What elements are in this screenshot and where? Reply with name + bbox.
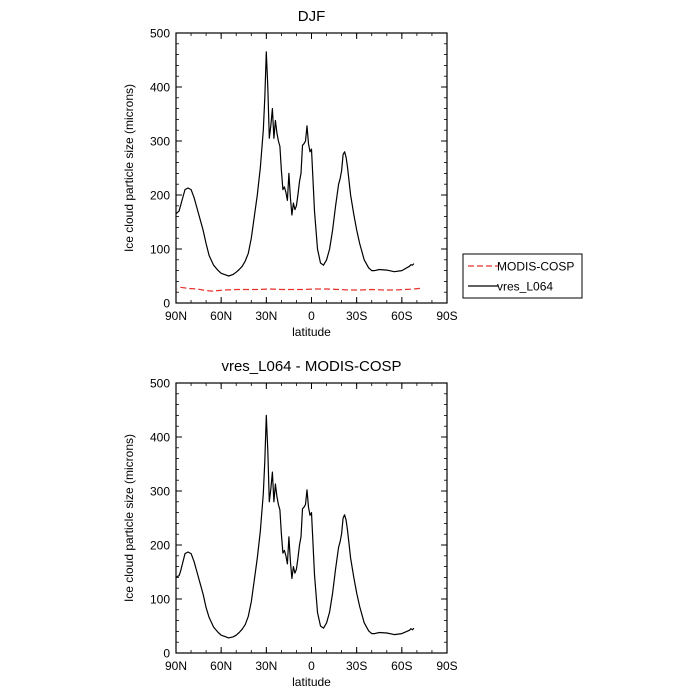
y-tick-label: 100 (150, 243, 170, 257)
y-axis-label: Ice cloud particle size (microns) (122, 434, 136, 602)
x-tick-label: 90S (436, 659, 457, 673)
x-tick-label: 30N (255, 309, 277, 323)
x-axis-label: latitude (292, 675, 331, 689)
x-tick-label: 90N (165, 309, 187, 323)
x-tick-label: 60N (210, 309, 232, 323)
y-tick-label: 0 (163, 647, 170, 661)
x-tick-label: 90S (436, 309, 457, 323)
chart-title: DJF (298, 8, 326, 25)
legend-label: MODIS-COSP (497, 260, 574, 274)
y-tick-label: 300 (150, 135, 170, 149)
y-tick-label: 500 (150, 27, 170, 41)
y-tick-label: 200 (150, 189, 170, 203)
chart-title: vres_L064 - MODIS-COSP (221, 358, 401, 375)
y-tick-label: 200 (150, 539, 170, 553)
y-tick-label: 500 (150, 377, 170, 391)
panel-djf: DJF 0 100 200 300 400 500 90N 60N 30N 0 30S 60S 90S la… (122, 8, 458, 339)
series-line-vres-l064 (175, 51, 415, 277)
x-tick-label: 60S (391, 659, 412, 673)
legend-label: vres_L064 (497, 280, 553, 294)
legend-box (462, 253, 583, 299)
x-tick-label: 60S (391, 309, 412, 323)
x-tick-label: 30S (346, 309, 367, 323)
panel-difference: vres_L064 - MODIS-COSP 0 100 200 300 400 500 90… (122, 358, 458, 689)
y-tick-label: 300 (150, 485, 170, 499)
y-tick-label: 400 (150, 81, 170, 95)
y-tick-label: 100 (150, 593, 170, 607)
x-tick-label: 0 (308, 659, 315, 673)
plot-frame (175, 32, 448, 304)
x-tick-label: 0 (308, 309, 315, 323)
series-line-vres-l064-modis-cosp (175, 414, 415, 639)
x-tick-label: 30S (346, 659, 367, 673)
x-tick-label: 30N (255, 659, 277, 673)
series-line-modis-cosp (177, 286, 420, 292)
y-axis-label: Ice cloud particle size (microns) (122, 84, 136, 252)
x-axis-label: latitude (292, 325, 331, 339)
y-tick-label: 0 (163, 297, 170, 311)
legend: MODIS-COSP vres_L064 (462, 253, 583, 299)
x-tick-label: 60N (210, 659, 232, 673)
x-tick-label: 90N (165, 659, 187, 673)
y-tick-label: 400 (150, 431, 170, 445)
